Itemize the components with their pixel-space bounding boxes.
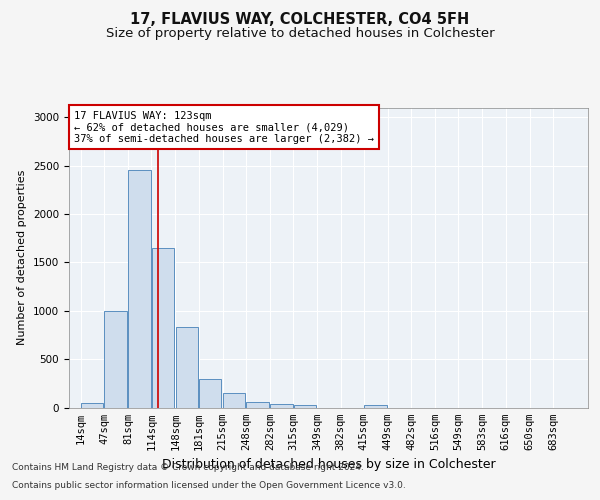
Y-axis label: Number of detached properties: Number of detached properties (17, 170, 28, 345)
Text: Contains HM Land Registry data © Crown copyright and database right 2024.: Contains HM Land Registry data © Crown c… (12, 464, 364, 472)
Text: Contains public sector information licensed under the Open Government Licence v3: Contains public sector information licen… (12, 481, 406, 490)
Bar (223, 393, 245, 407)
Bar (364, 404, 386, 407)
Bar (271, 404, 293, 407)
Bar (199, 380, 221, 407)
Bar (104, 310, 127, 408)
Bar (128, 170, 151, 408)
Bar (81, 402, 103, 407)
Bar (294, 405, 316, 407)
Text: 17, FLAVIUS WAY, COLCHESTER, CO4 5FH: 17, FLAVIUS WAY, COLCHESTER, CO4 5FH (130, 12, 470, 28)
Bar (176, 327, 198, 407)
Bar (247, 402, 269, 407)
Text: 17 FLAVIUS WAY: 123sqm
← 62% of detached houses are smaller (4,029)
37% of semi-: 17 FLAVIUS WAY: 123sqm ← 62% of detached… (74, 110, 374, 144)
X-axis label: Distribution of detached houses by size in Colchester: Distribution of detached houses by size … (161, 458, 496, 471)
Bar (152, 248, 174, 408)
Text: Size of property relative to detached houses in Colchester: Size of property relative to detached ho… (106, 28, 494, 40)
